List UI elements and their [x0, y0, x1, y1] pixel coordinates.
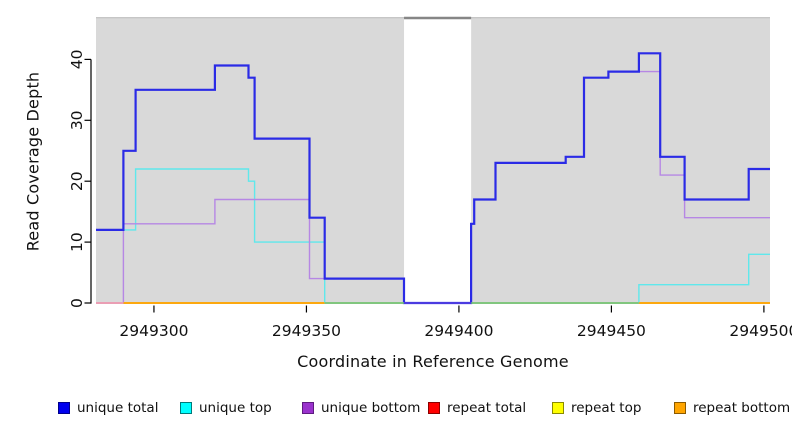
- y-tick-label: 0: [68, 298, 86, 308]
- y-tick-label: 30: [68, 110, 86, 130]
- chart-canvas: 0 10 20 30 40 2949300 2949350 2949400 2949450 294…: [68, 16, 792, 340]
- x-tick-label: 2949500: [729, 322, 792, 340]
- x-tick-label: 2949400: [424, 322, 493, 340]
- repeat-total-swatch-icon: [428, 402, 440, 414]
- y-axis-title: Read Coverage Depth: [23, 71, 43, 252]
- legend-label-repeat-bottom: repeat bottom: [693, 400, 791, 416]
- legend-item-repeat-top: repeat top: [552, 399, 641, 417]
- x-tick-label: 2949300: [119, 322, 188, 340]
- legend-label-unique-total: unique total: [77, 400, 159, 416]
- legend-label-repeat-total: repeat total: [447, 400, 527, 416]
- legend-row: unique total unique top unique bottom repea…: [0, 399, 792, 419]
- legend-item-unique-total: unique total: [58, 399, 158, 417]
- y-tick-label: 40: [68, 50, 86, 70]
- legend-item-unique-top: unique top: [180, 399, 272, 417]
- x-axis-title: Coordinate in Reference Genome: [297, 352, 569, 371]
- x-tick-label: 2949450: [577, 322, 646, 340]
- y-tick-label: 20: [68, 171, 86, 191]
- x-tick-label: 2949350: [272, 322, 341, 340]
- legend-label-unique-top: unique top: [199, 400, 272, 416]
- legend-item-unique-bottom: unique bottom: [302, 399, 420, 417]
- legend-item-repeat-bottom: repeat bottom: [674, 399, 790, 417]
- series-unique-top: [96, 168, 770, 304]
- legend-label-unique-bottom: unique bottom: [321, 400, 421, 416]
- unique-bottom-swatch-icon: [302, 402, 314, 414]
- series-unique-total: [96, 52, 770, 305]
- legend-label-repeat-top: repeat top: [571, 400, 642, 416]
- legend-item-repeat-total: repeat total: [428, 399, 526, 417]
- unique-total-swatch-icon: [58, 402, 70, 414]
- repeat-bottom-swatch-icon: [674, 402, 686, 414]
- repeat-top-swatch-icon: [552, 402, 564, 414]
- y-tick-label: 10: [68, 232, 86, 252]
- unique-top-swatch-icon: [180, 402, 192, 414]
- gap-region: [404, 19, 472, 304]
